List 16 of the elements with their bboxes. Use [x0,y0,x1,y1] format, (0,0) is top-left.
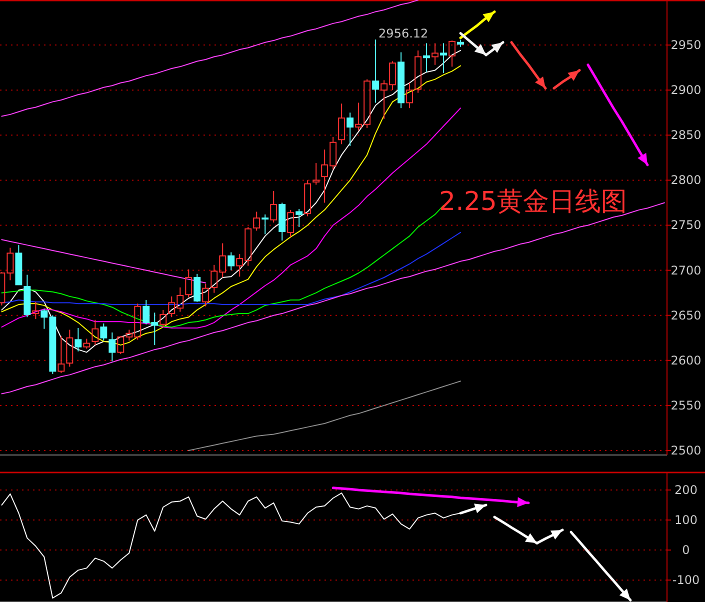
annotation: 2956.12 [378,26,428,41]
y-tick-label: 2850 [670,128,702,142]
y-tick-label: 100 [674,513,698,528]
y-tick-label: 2500 [670,443,702,458]
y-tick-label: 2750 [670,218,702,232]
y-tick-label: 2650 [670,308,702,322]
y-tick-label: 2550 [670,398,702,412]
y-tick-label: 2800 [670,173,702,188]
y-tick-label: 2600 [670,353,702,368]
y-tick-label: 200 [674,483,698,498]
y-tick-label: 2950 [670,38,702,52]
text: 2.25黄金日线图 [439,187,627,217]
y-tick-label: 0 [682,543,690,558]
y-tick-label: 2900 [670,83,702,98]
y-tick-label: 2700 [670,263,702,278]
y-tick-label: -100 [672,573,700,588]
